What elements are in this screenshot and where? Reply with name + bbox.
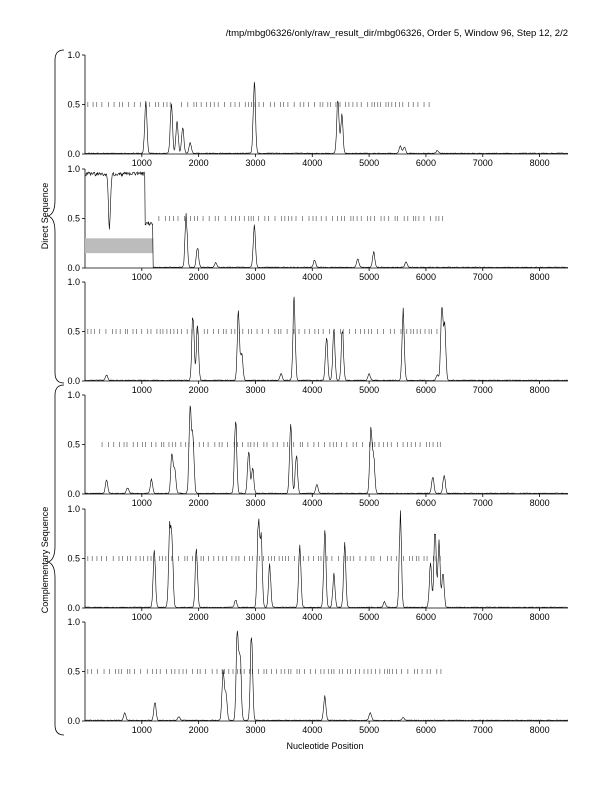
direct-sequence-label: Direct Sequence xyxy=(40,183,50,250)
x-tick-label: 7000 xyxy=(473,612,493,622)
panel-1: 0.0 0.5 1.0 1000 2000 3000 4000 5000 6000 7000 800… xyxy=(67,50,569,168)
x-tick-label: 3000 xyxy=(245,725,265,735)
x-tick-label: 5000 xyxy=(359,272,379,282)
x-tick-label: 1000 xyxy=(132,498,152,508)
x-tick-label: 3000 xyxy=(245,272,265,282)
x-tick-label: 5000 xyxy=(359,498,379,508)
y-tick-label: 1.0 xyxy=(67,504,80,514)
y-tick-label: 1.0 xyxy=(67,390,80,400)
y-tick-label: 0.0 xyxy=(67,489,80,499)
header-title: /tmp/mbg06326/only/raw_result_dir/mbg063… xyxy=(226,28,568,39)
x-tick-label: 7000 xyxy=(473,158,493,168)
x-tick-label: 4000 xyxy=(302,272,322,282)
x-tick-label: 2000 xyxy=(189,158,209,168)
x-tick-label: 3000 xyxy=(245,158,265,168)
y-tick-label: 1.0 xyxy=(67,50,80,60)
x-tick-label: 6000 xyxy=(416,725,436,735)
x-tick-label: 6000 xyxy=(416,498,436,508)
x-tick-label: 8000 xyxy=(530,725,550,735)
x-tick-label: 8000 xyxy=(530,498,550,508)
panel-5: 0.0 0.5 1.0 1000 2000 3000 4000 5000 6000 7000 800… xyxy=(67,504,569,622)
x-tick-label: 3000 xyxy=(245,612,265,622)
x-tick-label: 7000 xyxy=(473,498,493,508)
panel-6: 0.0 0.5 1.0 1000 2000 3000 4000 5000 6000 7000 800… xyxy=(67,617,569,735)
y-tick-label: 0.0 xyxy=(67,263,80,273)
x-tick-label: 2000 xyxy=(189,385,209,395)
x-tick-label: 4000 xyxy=(302,725,322,735)
x-tick-label: 3000 xyxy=(245,498,265,508)
y-tick-label: 0.0 xyxy=(67,716,80,726)
x-tick-label: 1000 xyxy=(132,385,152,395)
y-tick-label: 0.5 xyxy=(67,440,80,450)
x-tick-label: 6000 xyxy=(416,272,436,282)
series-line xyxy=(85,296,568,382)
x-tick-label: 6000 xyxy=(416,612,436,622)
x-tick-label: 2000 xyxy=(189,612,209,622)
highlight-region xyxy=(85,238,154,254)
x-tick-label: 8000 xyxy=(530,385,550,395)
x-tick-label: 2000 xyxy=(189,725,209,735)
y-tick-label: 0.0 xyxy=(67,603,80,613)
x-tick-label: 7000 xyxy=(473,385,493,395)
panel-2: 0.0 0.5 1.0 1000 2000 3000 4000 5000 6000 7000 800… xyxy=(67,164,568,282)
series-line xyxy=(84,510,569,609)
y-tick-label: 1.0 xyxy=(67,277,80,287)
y-tick-label: 0.5 xyxy=(67,667,80,677)
x-tick-label: 3000 xyxy=(245,385,265,395)
x-tick-label: 7000 xyxy=(473,272,493,282)
y-tick-label: 0.0 xyxy=(67,149,80,159)
x-tick-label: 2000 xyxy=(189,498,209,508)
series-line xyxy=(84,171,568,268)
direct-sequence-brace xyxy=(46,49,65,384)
complementary-sequence-brace xyxy=(46,384,65,736)
x-tick-label: 8000 xyxy=(530,158,550,168)
x-tick-label: 1000 xyxy=(132,612,152,622)
x-tick-label: 4000 xyxy=(302,612,322,622)
x-tick-label: 5000 xyxy=(359,158,379,168)
x-tick-label: 5000 xyxy=(359,385,379,395)
x-tick-label: 1000 xyxy=(132,272,152,282)
panels: 0.0 0.5 1.0 1000 2000 3000 4000 5000 6000 7000 800… xyxy=(67,50,569,735)
series-line xyxy=(85,405,569,495)
panel-3: 0.0 0.5 1.0 1000 2000 3000 4000 5000 6000 7000 800… xyxy=(67,277,568,395)
y-tick-label: 0.5 xyxy=(67,100,80,110)
x-axis-label: Nucleotide Position xyxy=(286,741,363,751)
x-tick-label: 6000 xyxy=(416,158,436,168)
series-line xyxy=(85,81,569,155)
x-tick-label: 5000 xyxy=(359,612,379,622)
x-tick-label: 2000 xyxy=(189,272,209,282)
x-tick-label: 4000 xyxy=(302,385,322,395)
complementary-sequence-label: Complementary Sequence xyxy=(40,507,50,614)
series-line xyxy=(85,630,569,722)
y-tick-label: 0.5 xyxy=(67,327,80,337)
x-tick-label: 4000 xyxy=(302,498,322,508)
x-tick-label: 1000 xyxy=(132,158,152,168)
y-tick-label: 0.5 xyxy=(67,554,80,564)
x-tick-label: 5000 xyxy=(359,725,379,735)
y-tick-label: 0.5 xyxy=(67,214,80,224)
x-tick-label: 8000 xyxy=(530,272,550,282)
y-tick-label: 1.0 xyxy=(67,617,80,627)
y-tick-label: 0.0 xyxy=(67,376,80,386)
x-tick-label: 8000 xyxy=(530,612,550,622)
x-tick-label: 1000 xyxy=(132,725,152,735)
panel-4: 0.0 0.5 1.0 1000 2000 3000 4000 5000 6000 7000 800… xyxy=(67,390,569,508)
x-tick-label: 7000 xyxy=(473,725,493,735)
x-tick-label: 4000 xyxy=(302,158,322,168)
x-tick-label: 6000 xyxy=(416,385,436,395)
y-tick-label: 1.0 xyxy=(67,164,80,174)
